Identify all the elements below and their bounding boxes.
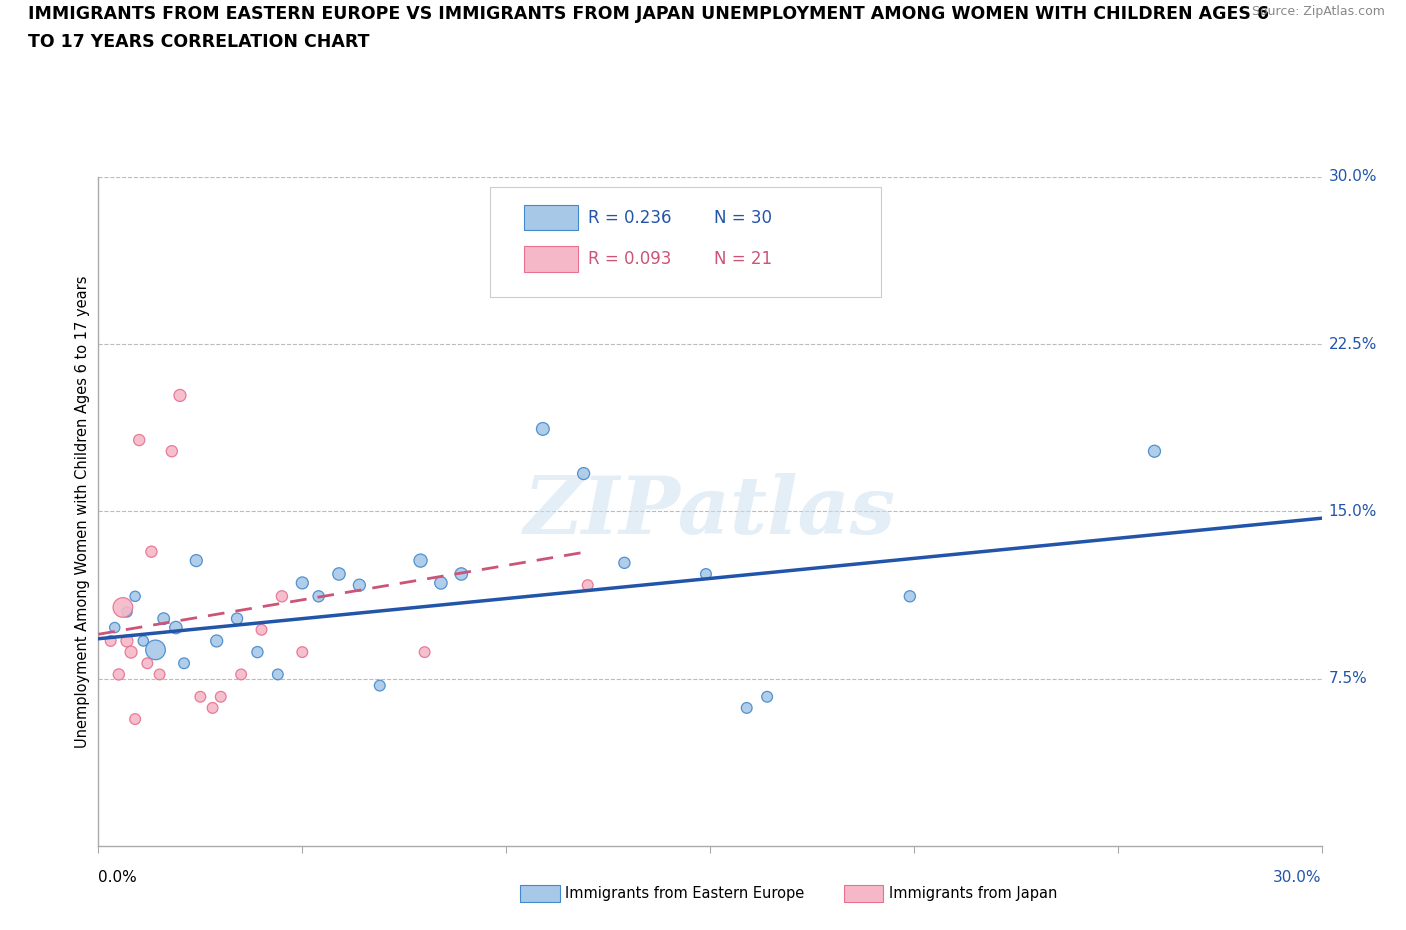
Text: Immigrants from Eastern Europe: Immigrants from Eastern Europe <box>565 886 804 901</box>
Point <box>349 578 371 592</box>
Point <box>1143 444 1166 458</box>
Point <box>186 553 208 568</box>
Point <box>124 589 146 604</box>
Point <box>756 689 779 704</box>
Point <box>188 689 212 704</box>
Point <box>572 466 595 481</box>
Point <box>201 700 224 715</box>
Point <box>226 611 249 626</box>
Point <box>576 578 599 592</box>
Point <box>267 667 290 682</box>
FancyBboxPatch shape <box>524 205 578 231</box>
Point <box>160 444 183 458</box>
Text: 0.0%: 0.0% <box>98 870 138 884</box>
Point <box>246 644 269 659</box>
Text: R = 0.093: R = 0.093 <box>588 250 671 268</box>
Text: R = 0.236: R = 0.236 <box>588 208 671 227</box>
Point <box>413 644 436 659</box>
Point <box>136 656 159 671</box>
Text: TO 17 YEARS CORRELATION CHART: TO 17 YEARS CORRELATION CHART <box>28 33 370 50</box>
Point <box>270 589 294 604</box>
Point <box>328 566 350 581</box>
Point <box>695 566 717 581</box>
Point <box>430 576 453 591</box>
Text: N = 21: N = 21 <box>714 250 772 268</box>
Point <box>124 711 146 726</box>
Text: N = 30: N = 30 <box>714 208 772 227</box>
Text: IMMIGRANTS FROM EASTERN EUROPE VS IMMIGRANTS FROM JAPAN UNEMPLOYMENT AMONG WOMEN: IMMIGRANTS FROM EASTERN EUROPE VS IMMIGR… <box>28 5 1270 22</box>
Point <box>141 544 163 559</box>
Point <box>108 667 131 682</box>
Point <box>291 644 314 659</box>
Text: 15.0%: 15.0% <box>1329 504 1376 519</box>
Point <box>128 432 150 447</box>
Point <box>145 643 167 658</box>
Point <box>898 589 921 604</box>
Point <box>111 600 134 615</box>
Point <box>149 667 172 682</box>
Point <box>250 622 273 637</box>
FancyBboxPatch shape <box>524 246 578 272</box>
Point <box>291 576 314 591</box>
Point <box>152 611 174 626</box>
Text: ZIPatlas: ZIPatlas <box>524 472 896 551</box>
Point <box>450 566 472 581</box>
Point <box>308 589 330 604</box>
Point <box>165 620 187 635</box>
Point <box>368 678 391 693</box>
Point <box>613 555 636 570</box>
Point <box>173 656 195 671</box>
Point <box>531 421 554 436</box>
Point <box>120 644 142 659</box>
Point <box>231 667 253 682</box>
Point <box>512 219 534 233</box>
Point <box>100 633 122 648</box>
Text: 30.0%: 30.0% <box>1329 169 1376 184</box>
Point <box>115 633 138 648</box>
Text: Source: ZipAtlas.com: Source: ZipAtlas.com <box>1251 5 1385 18</box>
Point <box>409 553 432 568</box>
Point <box>205 633 228 648</box>
Point <box>104 620 127 635</box>
Y-axis label: Unemployment Among Women with Children Ages 6 to 17 years: Unemployment Among Women with Children A… <box>75 275 90 748</box>
Point <box>169 388 191 403</box>
Point <box>115 604 138 619</box>
Text: 22.5%: 22.5% <box>1329 337 1376 352</box>
Text: Immigrants from Japan: Immigrants from Japan <box>889 886 1057 901</box>
Point <box>132 633 155 648</box>
Text: 7.5%: 7.5% <box>1329 671 1368 686</box>
Text: 30.0%: 30.0% <box>1274 870 1322 884</box>
Point <box>209 689 232 704</box>
Point <box>735 700 758 715</box>
FancyBboxPatch shape <box>489 187 882 298</box>
